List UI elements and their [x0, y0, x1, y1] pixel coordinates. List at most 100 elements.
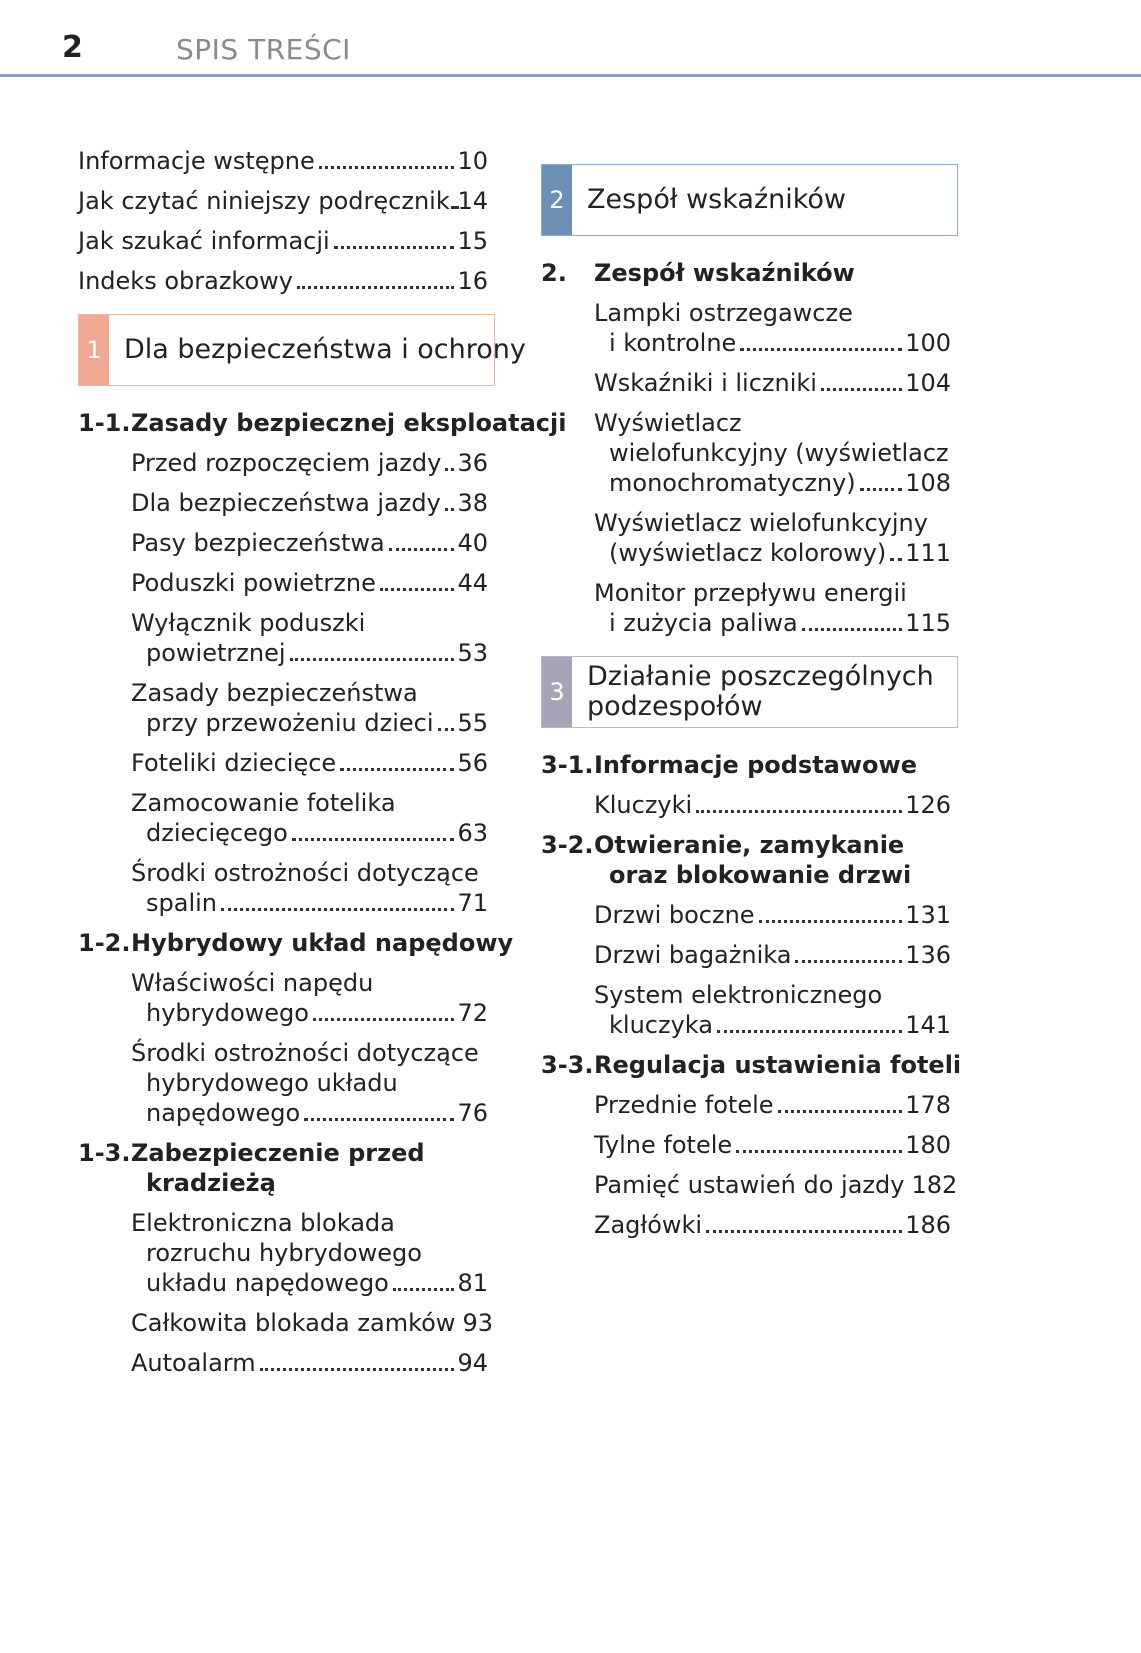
section-box: 1 Dla bezpieczeństwa i ochrony [78, 314, 526, 386]
leader-dots [221, 908, 455, 911]
group-title: Zespół wskaźników [594, 258, 855, 288]
toc-entry: Wskaźniki i liczniki 104 [594, 368, 951, 398]
entry-text: Zasady bezpieczeństwa [131, 679, 418, 707]
toc-entry: Zamocowanie fotelika dziecięcego 63 [131, 788, 488, 848]
page-ref: 55 [457, 709, 488, 737]
page-ref: 100 [905, 329, 951, 357]
toc-entry: Kluczyki 126 [594, 790, 951, 820]
group-number: 2. [541, 259, 567, 287]
page-ref: 40 [457, 529, 488, 557]
toc-entry: Drzwi boczne 131 [594, 900, 951, 930]
leader-dots [795, 960, 903, 963]
column: 2 Zespół wskaźników 2. Zespół wskaźników Lam… [541, 146, 961, 1240]
leader-dots [758, 920, 903, 923]
leader-dots [706, 1230, 903, 1233]
entry-row: i zużycia paliwa 115 [594, 608, 951, 638]
entry-text: Dla bezpieczeństwa jazdy [131, 489, 441, 517]
entry-text: Właściwości napędu [131, 969, 374, 997]
entry-text: Foteliki dziecięce [131, 749, 337, 777]
leader-dots [696, 810, 903, 813]
toc-entry: Przednie fotele 178 [594, 1090, 951, 1120]
toc-entry: Pasy bezpieczeństwa 40 [131, 528, 488, 558]
entry-row: powietrznej 53 [131, 638, 488, 668]
toc-entry: Lampki ostrzegawcze i kontrolne 100 [594, 298, 951, 358]
entry-row: Jak czytać niniejszy podręcznik 14 [78, 186, 488, 216]
page-ref: 94 [457, 1349, 488, 1377]
group-heading: 3-3. Regulacja ustawienia foteli [541, 1050, 961, 1080]
page-ref: 136 [905, 941, 951, 969]
page-ref: 115 [905, 609, 951, 637]
group-title: Regulacja ustawienia foteli [594, 1050, 961, 1080]
entry-text: Poduszki powietrzne [131, 569, 376, 597]
group-number: 1-2. [78, 929, 131, 957]
entry-row: Kluczyki 126 [594, 790, 951, 820]
group: 1-2. Hybrydowy układ napędowy Właściwości … [78, 928, 513, 1128]
entry-text: i zużycia paliwa [609, 609, 798, 637]
entry-text: Drzwi boczne [594, 901, 755, 929]
toc-entry: Środki ostrożności dotyczące spalin 71 [131, 858, 488, 918]
entry-text: wielofunkcyjny (wyświetlacz [609, 439, 949, 467]
toc-entry: Drzwi bagażnika 136 [594, 940, 951, 970]
page-ref: 14 [457, 187, 488, 215]
leader-dots [736, 1150, 903, 1153]
entry-text: Wyświetlacz wielofunkcyjny [594, 509, 928, 537]
group: 3-2. Otwieranie, zamykanie oraz blokowanie… [541, 830, 951, 1040]
section-number: 3 [542, 657, 572, 727]
entry-text: Lampki ostrzegawcze [594, 299, 853, 327]
leader-dots [259, 1368, 455, 1371]
page-ref: 104 [905, 369, 951, 397]
entry-row: spalin 71 [131, 888, 488, 918]
entry-text: kluczyka [609, 1011, 713, 1039]
entry-text: Monitor przepływu energii [594, 579, 907, 607]
entry-text: Autoalarm [131, 1349, 256, 1377]
toc-entry: Pamięć ustawień do jazdy 182 [594, 1170, 957, 1200]
leader-dots [296, 286, 455, 289]
page-ref: 131 [905, 901, 951, 929]
entry-text: przy przewożeniu dzieci [146, 709, 434, 737]
entry-row: Drzwi bagażnika 136 [594, 940, 951, 970]
entry-row: Indeks obrazkowy 16 [78, 266, 488, 296]
page-ref: 93 [462, 1309, 493, 1337]
group-title-line: Zabezpieczenie przed [131, 1139, 425, 1167]
toc-entry: Foteliki dziecięce 56 [131, 748, 488, 778]
group-entries: Właściwości napędu hybrydowego 72 Środki os… [78, 968, 488, 1128]
leader-dots [333, 246, 455, 249]
page-ref: 178 [905, 1091, 951, 1119]
entry-row: i kontrolne 100 [594, 328, 951, 358]
page-ref: 38 [457, 489, 488, 517]
page-ref: 182 [911, 1171, 958, 1199]
group-entries: Przed rozpoczęciem jazdy 36 Dla bezpieczeń… [78, 448, 488, 918]
group: 3-1. Informacje podstawowe Kluczyki 126 [541, 750, 951, 820]
entry-row: Autoalarm 94 [131, 1348, 488, 1378]
leader-dots [388, 548, 455, 551]
entry-row: układu napędowego 81 [131, 1268, 488, 1298]
leader-dots [291, 838, 455, 841]
toc-entry: Właściwości napędu hybrydowego 72 [131, 968, 488, 1028]
leader-dots [379, 588, 455, 591]
group-number: 3-3. [541, 1051, 594, 1079]
entry-text: spalin [146, 889, 217, 917]
leader-dots [445, 468, 455, 471]
column: Informacje wstępne 10 Jak czytać niniejszy… [78, 146, 566, 1378]
entry-text: i kontrolne [609, 329, 737, 357]
page-ref: 81 [457, 1269, 488, 1297]
page-ref: 15 [457, 227, 488, 255]
leader-dots [716, 1030, 903, 1033]
entry-row: Tylne fotele 180 [594, 1130, 951, 1160]
page-ref: 141 [905, 1011, 951, 1039]
page-ref: 63 [457, 819, 488, 847]
entry-row: Drzwi boczne 131 [594, 900, 951, 930]
entry-text: hybrydowego układu [146, 1069, 398, 1097]
toc-entry: Jak szukać informacji 15 [78, 226, 488, 256]
section: 1 Dla bezpieczeństwa i ochrony 1-1. Zasady … [78, 314, 566, 1378]
group-entries: Kluczyki 126 [541, 790, 951, 820]
entry-text: monochromatyczny) [609, 469, 856, 497]
page-ref: 71 [457, 889, 488, 917]
group-title: Otwieranie, zamykanie oraz blokowanie drz… [594, 830, 911, 890]
entry-row: Wskaźniki i liczniki 104 [594, 368, 951, 398]
section-title-line: podzespołów [587, 691, 763, 722]
entry-text: napędowego [146, 1099, 301, 1127]
section-box: 2 Zespół wskaźników [541, 164, 958, 236]
group-title: Zabezpieczenie przed kradzieżą [131, 1138, 425, 1198]
